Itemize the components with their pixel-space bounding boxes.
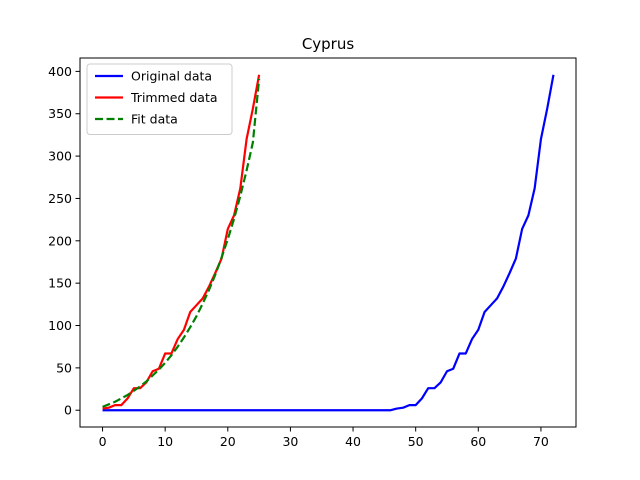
y-tick-label: 150 <box>48 276 72 291</box>
x-tick-label: 20 <box>220 434 236 449</box>
y-tick-label: 300 <box>48 149 72 164</box>
plot-frame <box>79 57 577 428</box>
y-tick-label: 250 <box>48 191 72 206</box>
series-line-original-data <box>102 74 555 412</box>
plot-lines <box>102 74 555 412</box>
x-tick-label: 0 <box>99 434 107 449</box>
chart-title: Cyprus <box>302 35 355 53</box>
x-tick-label: 50 <box>408 434 424 449</box>
y-tick-label: 200 <box>48 233 72 248</box>
y-tick-label: 350 <box>48 106 72 121</box>
y-tick-label: 50 <box>56 360 72 375</box>
y-axis: 0 50 100 150 200 250 300 350 400 <box>48 64 80 418</box>
y-tick-label: 0 <box>64 403 72 418</box>
legend-label: Fit data <box>131 112 178 127</box>
x-tick-label: 60 <box>470 434 486 449</box>
x-tick-label: 70 <box>533 434 549 449</box>
x-tick-label: 30 <box>282 434 298 449</box>
y-tick-label: 400 <box>48 64 72 79</box>
legend-box <box>86 63 233 135</box>
legend: Original data Trimmed data Fit data <box>86 63 233 135</box>
y-tick-label: 100 <box>48 318 72 333</box>
legend-label: Trimmed data <box>130 90 218 105</box>
series-line-trimmed-data <box>102 74 261 410</box>
legend-label: Original data <box>131 69 212 84</box>
x-tick-label: 10 <box>157 434 173 449</box>
x-axis: 0 10 20 30 40 50 60 70 <box>99 427 549 449</box>
series-line-fit-data <box>102 78 261 408</box>
x-tick-label: 40 <box>345 434 361 449</box>
